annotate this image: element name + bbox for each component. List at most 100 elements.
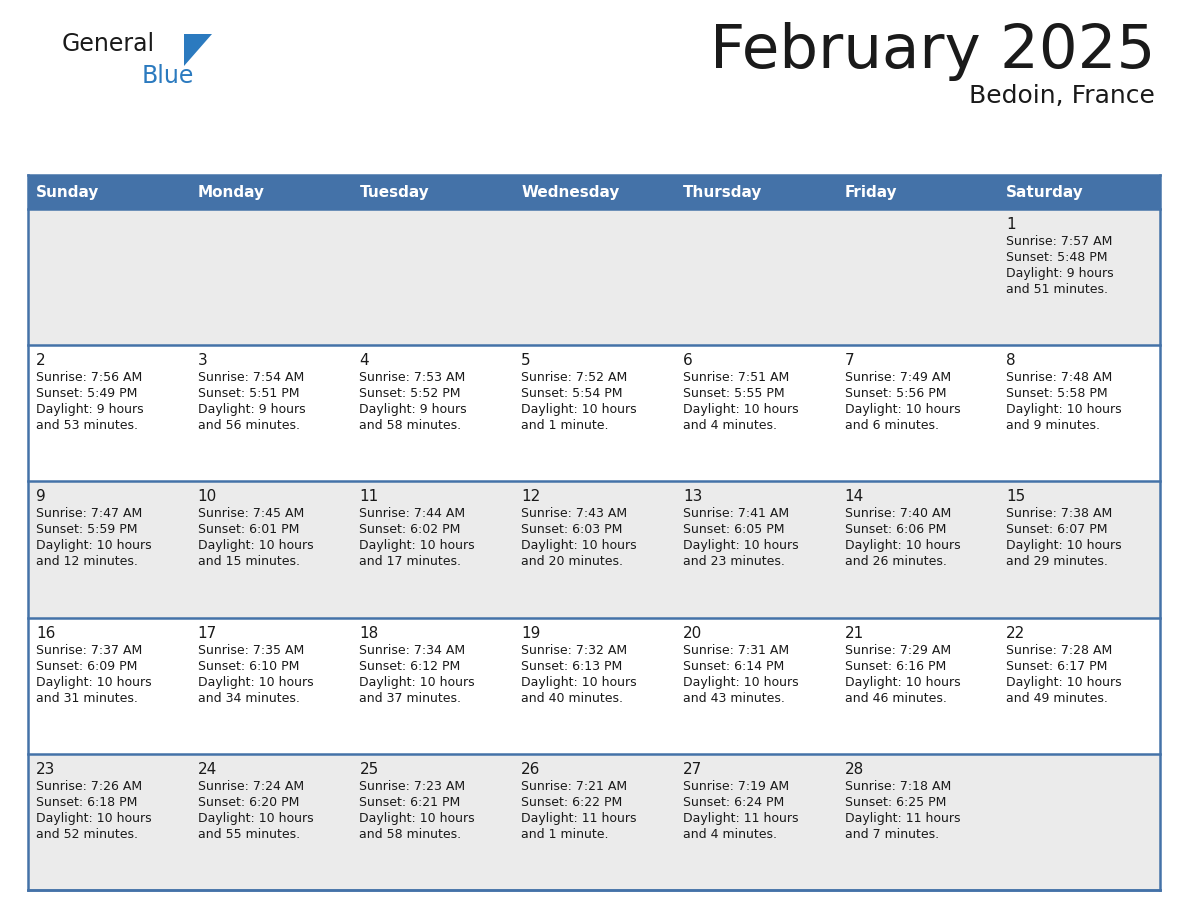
Text: Daylight: 10 hours: Daylight: 10 hours: [845, 676, 960, 688]
Text: 5: 5: [522, 353, 531, 368]
Text: and 26 minutes.: and 26 minutes.: [845, 555, 947, 568]
Text: 25: 25: [360, 762, 379, 777]
Text: Sunrise: 7:43 AM: Sunrise: 7:43 AM: [522, 508, 627, 521]
Text: 24: 24: [197, 762, 217, 777]
Text: 4: 4: [360, 353, 369, 368]
Text: General: General: [62, 32, 156, 56]
Text: Sunset: 6:18 PM: Sunset: 6:18 PM: [36, 796, 138, 809]
Text: 14: 14: [845, 489, 864, 504]
Text: Sunset: 5:58 PM: Sunset: 5:58 PM: [1006, 387, 1108, 400]
Text: and 58 minutes.: and 58 minutes.: [360, 420, 462, 432]
Text: Sunrise: 7:52 AM: Sunrise: 7:52 AM: [522, 371, 627, 385]
Text: Daylight: 10 hours: Daylight: 10 hours: [36, 812, 152, 824]
Text: Sunrise: 7:45 AM: Sunrise: 7:45 AM: [197, 508, 304, 521]
Text: and 23 minutes.: and 23 minutes.: [683, 555, 785, 568]
Bar: [29, 618, 1159, 754]
Text: Daylight: 9 hours: Daylight: 9 hours: [1006, 267, 1114, 280]
Text: Sunset: 5:56 PM: Sunset: 5:56 PM: [845, 387, 946, 400]
Text: 13: 13: [683, 489, 702, 504]
Text: Sunset: 6:10 PM: Sunset: 6:10 PM: [197, 660, 299, 673]
Text: Sunset: 6:07 PM: Sunset: 6:07 PM: [1006, 523, 1107, 536]
Text: 22: 22: [1006, 625, 1025, 641]
Text: Daylight: 9 hours: Daylight: 9 hours: [197, 403, 305, 416]
Text: Bedoin, France: Bedoin, France: [969, 84, 1155, 108]
Text: Daylight: 10 hours: Daylight: 10 hours: [36, 676, 152, 688]
Text: Sunrise: 7:51 AM: Sunrise: 7:51 AM: [683, 371, 789, 385]
Text: Sunrise: 7:49 AM: Sunrise: 7:49 AM: [845, 371, 950, 385]
Text: and 43 minutes.: and 43 minutes.: [683, 691, 785, 705]
Bar: [29, 175, 1159, 209]
Text: Daylight: 10 hours: Daylight: 10 hours: [360, 676, 475, 688]
Text: Sunset: 5:52 PM: Sunset: 5:52 PM: [360, 387, 461, 400]
Text: Sunset: 6:09 PM: Sunset: 6:09 PM: [36, 660, 138, 673]
Text: Tuesday: Tuesday: [360, 185, 429, 199]
Text: Sunrise: 7:44 AM: Sunrise: 7:44 AM: [360, 508, 466, 521]
Text: and 58 minutes.: and 58 minutes.: [360, 828, 462, 841]
Text: Sunrise: 7:32 AM: Sunrise: 7:32 AM: [522, 644, 627, 656]
Text: Sunset: 5:51 PM: Sunset: 5:51 PM: [197, 387, 299, 400]
Text: Daylight: 10 hours: Daylight: 10 hours: [197, 812, 314, 824]
Text: Blue: Blue: [143, 64, 195, 88]
Text: Thursday: Thursday: [683, 185, 763, 199]
Text: Sunset: 6:13 PM: Sunset: 6:13 PM: [522, 660, 623, 673]
Text: Daylight: 10 hours: Daylight: 10 hours: [360, 812, 475, 824]
Text: Sunrise: 7:31 AM: Sunrise: 7:31 AM: [683, 644, 789, 656]
Text: and 51 minutes.: and 51 minutes.: [1006, 283, 1108, 296]
Text: Daylight: 9 hours: Daylight: 9 hours: [360, 403, 467, 416]
Text: 3: 3: [197, 353, 208, 368]
Text: Sunrise: 7:54 AM: Sunrise: 7:54 AM: [197, 371, 304, 385]
Text: 21: 21: [845, 625, 864, 641]
Text: Sunset: 6:12 PM: Sunset: 6:12 PM: [360, 660, 461, 673]
Text: 1: 1: [1006, 217, 1016, 232]
Text: Monday: Monday: [197, 185, 265, 199]
Text: Sunrise: 7:37 AM: Sunrise: 7:37 AM: [36, 644, 143, 656]
Text: Sunrise: 7:23 AM: Sunrise: 7:23 AM: [360, 779, 466, 793]
Text: 17: 17: [197, 625, 217, 641]
Text: and 53 minutes.: and 53 minutes.: [36, 420, 138, 432]
Text: 9: 9: [36, 489, 46, 504]
Text: Daylight: 10 hours: Daylight: 10 hours: [1006, 676, 1121, 688]
Text: 26: 26: [522, 762, 541, 777]
Text: Sunday: Sunday: [36, 185, 100, 199]
Text: 15: 15: [1006, 489, 1025, 504]
Text: Sunrise: 7:21 AM: Sunrise: 7:21 AM: [522, 779, 627, 793]
Text: and 6 minutes.: and 6 minutes.: [845, 420, 939, 432]
Text: Sunrise: 7:28 AM: Sunrise: 7:28 AM: [1006, 644, 1112, 656]
Text: Sunset: 6:20 PM: Sunset: 6:20 PM: [197, 796, 299, 809]
Polygon shape: [184, 34, 211, 66]
Text: 12: 12: [522, 489, 541, 504]
Text: Sunset: 6:03 PM: Sunset: 6:03 PM: [522, 523, 623, 536]
Text: 10: 10: [197, 489, 217, 504]
Text: Sunset: 6:22 PM: Sunset: 6:22 PM: [522, 796, 623, 809]
Text: and 7 minutes.: and 7 minutes.: [845, 828, 939, 841]
Text: and 4 minutes.: and 4 minutes.: [683, 420, 777, 432]
Text: Daylight: 10 hours: Daylight: 10 hours: [522, 676, 637, 688]
Text: Sunrise: 7:34 AM: Sunrise: 7:34 AM: [360, 644, 466, 656]
Text: Sunrise: 7:38 AM: Sunrise: 7:38 AM: [1006, 508, 1112, 521]
Text: Sunset: 6:05 PM: Sunset: 6:05 PM: [683, 523, 784, 536]
Text: Daylight: 11 hours: Daylight: 11 hours: [683, 812, 798, 824]
Text: 7: 7: [845, 353, 854, 368]
Text: Sunrise: 7:35 AM: Sunrise: 7:35 AM: [197, 644, 304, 656]
Text: Daylight: 9 hours: Daylight: 9 hours: [36, 403, 144, 416]
Text: Sunrise: 7:57 AM: Sunrise: 7:57 AM: [1006, 235, 1113, 248]
Text: Daylight: 10 hours: Daylight: 10 hours: [360, 540, 475, 553]
Text: 8: 8: [1006, 353, 1016, 368]
Text: Daylight: 10 hours: Daylight: 10 hours: [1006, 540, 1121, 553]
Text: and 1 minute.: and 1 minute.: [522, 828, 608, 841]
Text: Sunset: 5:49 PM: Sunset: 5:49 PM: [36, 387, 138, 400]
Text: Sunrise: 7:24 AM: Sunrise: 7:24 AM: [197, 779, 304, 793]
Text: Sunset: 6:06 PM: Sunset: 6:06 PM: [845, 523, 946, 536]
Text: Sunset: 6:02 PM: Sunset: 6:02 PM: [360, 523, 461, 536]
Text: and 29 minutes.: and 29 minutes.: [1006, 555, 1108, 568]
Text: and 52 minutes.: and 52 minutes.: [36, 828, 138, 841]
Text: 23: 23: [36, 762, 56, 777]
Text: Daylight: 10 hours: Daylight: 10 hours: [1006, 403, 1121, 416]
Text: Daylight: 10 hours: Daylight: 10 hours: [197, 676, 314, 688]
Text: Daylight: 10 hours: Daylight: 10 hours: [522, 403, 637, 416]
Text: Daylight: 11 hours: Daylight: 11 hours: [522, 812, 637, 824]
Text: February 2025: February 2025: [709, 22, 1155, 81]
Text: Sunrise: 7:26 AM: Sunrise: 7:26 AM: [36, 779, 143, 793]
Text: Sunrise: 7:41 AM: Sunrise: 7:41 AM: [683, 508, 789, 521]
Text: Daylight: 10 hours: Daylight: 10 hours: [845, 540, 960, 553]
